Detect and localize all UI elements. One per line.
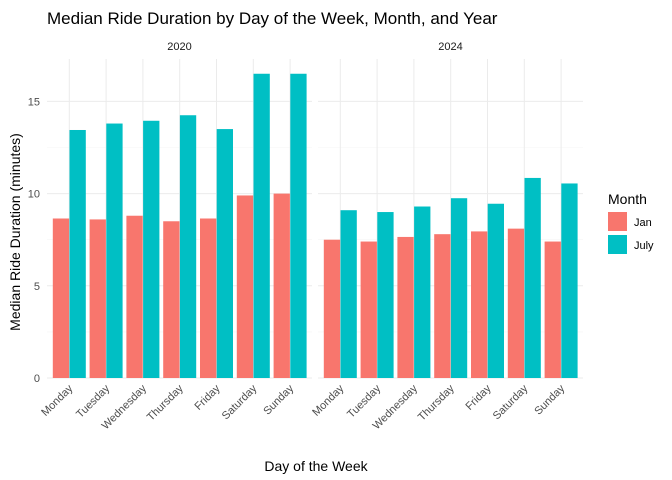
bar-2020-Jan-Thursday [163,221,180,378]
bar-2020-July-Sunday [290,73,307,379]
facet-label: 2024 [438,41,462,53]
legend-key-july [608,235,627,254]
bar-2024-July-Wednesday [414,206,431,378]
bar-2020-July-Thursday [179,115,197,379]
bar-2024-Jan-Sunday [544,241,561,378]
bar-2024-Jan-Saturday [507,228,525,378]
bar-2020-Jan-Monday [52,218,70,378]
bar-2024-Jan-Thursday [434,234,451,378]
bar-2020-Jan-Tuesday [89,219,106,378]
y-tick-label: 0 [34,373,40,385]
bar-2020-July-Wednesday [143,120,160,379]
x-axis-title: Day of the Week [264,458,368,474]
chart-title: Median Ride Duration by Day of the Week,… [47,9,498,28]
x-tick-label: Friday [193,382,223,412]
x-tick-label: Saturday [220,382,260,422]
y-tick-label: 5 [34,281,40,293]
bar-2020-Jan-Friday [200,218,217,378]
y-tick-label: 15 [28,96,40,108]
bar-2024-Jan-Monday [323,239,341,378]
bar-2020-July-Friday [216,129,233,378]
y-axis-title: Median Ride Duration (minutes) [7,133,23,331]
y-tick-label: 10 [28,189,40,201]
bar-2024-Jan-Wednesday [397,236,414,378]
x-tick-label: Thursday [416,382,457,423]
x-tick-label: Friday [464,382,494,412]
bar-2024-July-Saturday [524,177,541,378]
x-tick-label: Tuesday [74,382,112,420]
bar-2024-July-Thursday [450,198,468,378]
bar-2020-July-Monday [69,129,86,378]
bar-2024-July-Tuesday [377,212,394,378]
bar-2024-Jan-Friday [471,231,488,378]
x-tick-label: Monday [310,382,347,419]
x-tick-label: Tuesday [345,382,383,420]
bar-2020-Jan-Wednesday [126,215,143,378]
legend-label-july: July [634,240,654,252]
legend-label-jan: Jan [634,217,652,229]
bar-2020-July-Saturday [253,73,270,379]
x-tick-label: Sunday [532,382,567,417]
bar-2024-July-Monday [340,210,357,378]
x-tick-label: Monday [39,382,76,419]
bar-2024-July-Sunday [561,183,578,378]
x-tick-label: Sunday [261,382,296,417]
bar-2020-July-Tuesday [106,123,123,379]
legend: Jan July [608,212,654,254]
bar-2024-July-Friday [487,203,504,378]
x-tick-label: Saturday [491,382,531,422]
legend-key-jan [608,212,627,231]
facet-label: 2020 [167,41,191,53]
bar-2020-Jan-Saturday [236,195,254,378]
bar-2020-Jan-Sunday [273,193,290,378]
legend-title: Month [608,191,647,207]
x-tick-label: Thursday [145,382,186,423]
bar-2024-Jan-Tuesday [360,241,377,378]
